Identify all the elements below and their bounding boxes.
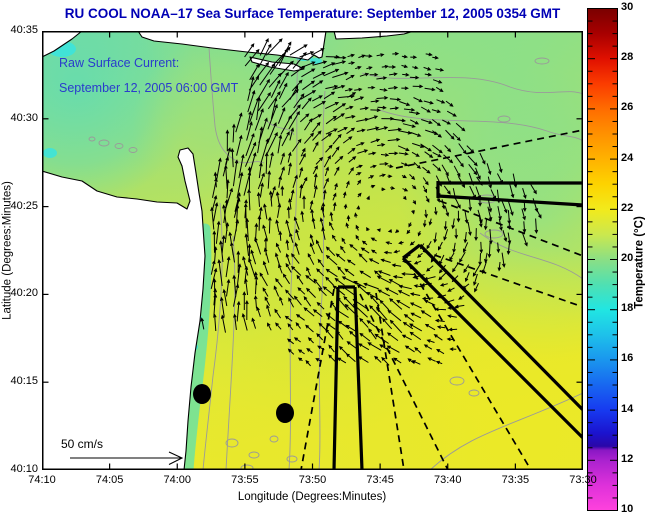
plot-title: RU COOL NOAA–17 Sea Surface Temperature:…	[64, 6, 561, 21]
x-tick-label: 73:55	[231, 474, 259, 486]
y-tick-label: 40:30	[10, 111, 38, 124]
colorbar-tick-label: 20	[621, 252, 634, 264]
x-tick-label: 73:40	[433, 474, 462, 486]
y-axis-label: Latitude (Degrees:Minutes)	[1, 181, 14, 320]
x-tick-label: 73:45	[366, 474, 394, 486]
x-tick-label: 73:30	[569, 474, 597, 486]
x-tick-label: 73:50	[298, 474, 327, 486]
colorbar-tick-label: 18	[621, 302, 634, 315]
station-dots	[193, 384, 294, 423]
x-tick-label: 74:10	[28, 474, 56, 486]
colorbar-tick-label: 24	[621, 151, 634, 164]
x-tick-label: 74:05	[95, 474, 124, 486]
x-tick-label: 74:00	[163, 474, 192, 486]
colorbar-tick-label: 26	[621, 101, 634, 114]
y-tick-label: 40:10	[10, 463, 38, 475]
y-tick-label: 40:35	[10, 24, 38, 36]
colorbar-tick-label: 12	[621, 452, 634, 465]
colorbar-tick-label: 10	[621, 503, 634, 515]
colorbar-tick-label: 14	[621, 402, 634, 415]
radar-sector-lines	[300, 129, 583, 470]
annotation-current-label: Raw Surface Current:	[59, 56, 179, 70]
plot-frame	[42, 31, 583, 470]
colorbar-tick-label: 28	[621, 51, 634, 64]
map-plot-area: Raw Surface Current: September 12, 2005 …	[42, 31, 583, 470]
x-axis-label: Longitude (Degrees:Minutes)	[237, 491, 387, 503]
colorbar-tick-label: 30	[621, 1, 634, 13]
colorbar-tick-label: 16	[621, 352, 634, 365]
surface-current-vectors	[200, 37, 542, 367]
x-tick-label: 73:35	[501, 474, 530, 486]
y-tick-label: 40:20	[10, 287, 38, 300]
annotation-current-date: September 12, 2005 06:00 GMT	[59, 81, 239, 95]
y-tick-label: 40:25	[10, 199, 38, 212]
colorbar-tick-label: 22	[621, 201, 634, 214]
velocity-scale-arrow	[70, 451, 184, 465]
bathymetry-contours	[88, 31, 583, 470]
scale-arrow-label: 50 cm/s	[61, 437, 103, 451]
y-tick-label: 40:15	[10, 375, 38, 388]
temperature-colorbar	[587, 8, 618, 511]
colorbar-body	[587, 8, 618, 511]
